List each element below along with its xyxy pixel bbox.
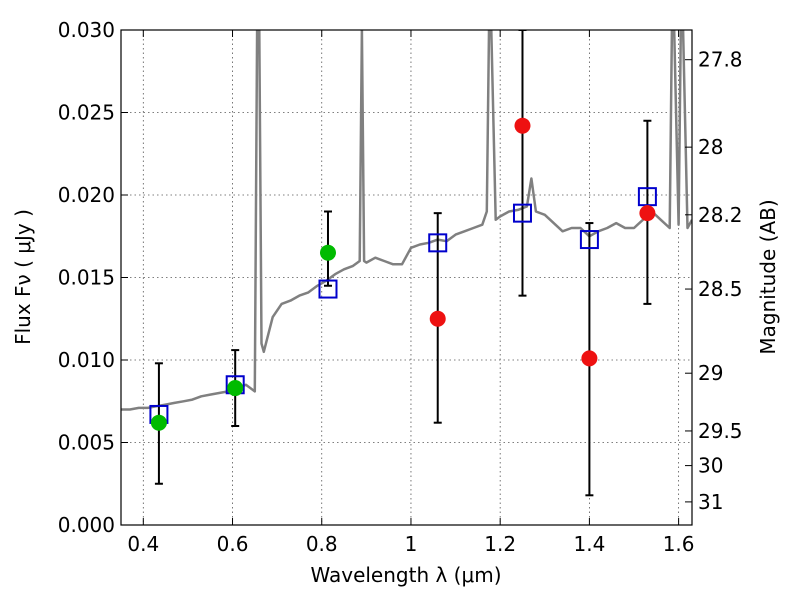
x-tick-label: 1 [405, 532, 418, 556]
x-tick-label: 1.4 [573, 532, 605, 556]
upper-limit-point [639, 205, 656, 222]
y2-tick-label: 27.8 [698, 48, 743, 72]
y-tick-label: 0.030 [58, 18, 115, 42]
x-tick-label: 0.8 [306, 532, 338, 556]
y-tick-label: 0.005 [58, 431, 115, 455]
model-photometry-square [512, 203, 532, 223]
y-tick-label: 0.015 [58, 266, 115, 290]
model-photometry-square [579, 230, 599, 250]
upper-limit-point [581, 350, 598, 367]
y-axis-title: Flux Fν ( μJy ) [11, 209, 35, 345]
x-tick-label: 1.2 [484, 532, 516, 556]
y2-tick-label: 30 [698, 454, 723, 478]
upper-limit-point [514, 117, 531, 134]
y2-tick-label: 29.5 [698, 419, 743, 443]
y-tick-label: 0.025 [58, 101, 115, 125]
model-photometry-square [428, 233, 448, 253]
detection-point [150, 414, 167, 431]
detection-point [319, 244, 336, 261]
y2-tick-label: 28.5 [698, 277, 743, 301]
axes: 0.4 0.6 0.8 1 1.2 1.4 1.6 0.000 0.005 0.010 0.015 0… [58, 18, 743, 556]
x-tick-label: 1.6 [663, 532, 695, 556]
x-axis-title: Wavelength λ (μm) [310, 563, 501, 587]
y2-tick-label: 28.2 [698, 203, 743, 227]
y2-tick-label: 31 [698, 490, 723, 514]
plot-area [121, 30, 692, 497]
y-tick-label: 0.000 [58, 513, 115, 537]
model-spectrum-line [121, 30, 692, 411]
model-photometry-square [318, 279, 338, 299]
y-tick-label: 0.010 [58, 348, 115, 372]
upper-limit-point [429, 310, 446, 327]
y2-axis-title: Magnitude (AB) [756, 199, 780, 354]
detection-point [227, 380, 244, 397]
x-tick-label: 0.4 [127, 532, 159, 556]
grid [121, 29, 692, 526]
y-tick-label: 0.020 [58, 183, 115, 207]
y2-tick-label: 29 [698, 361, 723, 385]
y2-tick-label: 28 [698, 135, 723, 159]
x-tick-label: 0.6 [217, 532, 249, 556]
